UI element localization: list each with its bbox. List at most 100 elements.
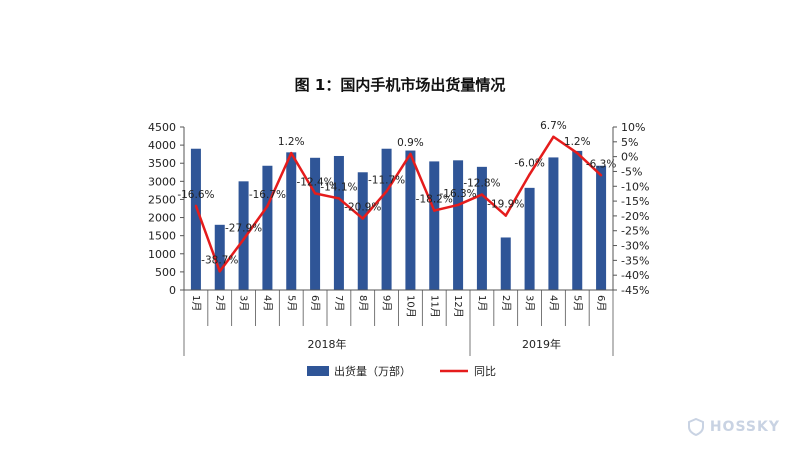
legend-line-label: 同比 xyxy=(474,365,496,378)
category-label: 3月 xyxy=(238,295,250,311)
line-point xyxy=(528,173,531,176)
point-label: -6.0% xyxy=(514,157,544,169)
category-label: 4月 xyxy=(261,295,273,311)
right-tick-label: -35% xyxy=(621,254,649,267)
category-label: 1月 xyxy=(190,295,202,311)
right-tick-label: -15% xyxy=(621,195,649,208)
bar xyxy=(310,157,321,290)
bar xyxy=(190,148,201,290)
bar xyxy=(405,150,416,290)
point-label: -14.1% xyxy=(320,181,357,193)
shield-icon xyxy=(687,418,704,436)
left-axis: 0 500 1000 1500 2000 2500 3000 3500 4000 4500 xyxy=(148,121,185,297)
bar xyxy=(262,165,273,290)
left-tick-label: 4500 xyxy=(148,121,176,134)
group-label: 2019年 xyxy=(522,337,561,351)
right-tick-label: -45% xyxy=(621,284,649,297)
line-point xyxy=(552,135,555,138)
point-label: 1.2% xyxy=(564,136,591,148)
chart-title: 图 1：国内手机市场出货量情况 xyxy=(294,76,506,94)
line-point xyxy=(576,151,579,155)
bar xyxy=(381,148,392,290)
category-label: 12月 xyxy=(452,295,464,318)
left-tick-label: 4000 xyxy=(148,139,176,152)
line-point xyxy=(385,190,388,193)
line-labels: -16.6% -38.7% -27.9% -16.7% 1.2% -12.4%-14.1%… xyxy=(177,120,616,267)
category-label: 2月 xyxy=(500,295,512,311)
line-point xyxy=(361,217,364,220)
watermark-logo: HOSSKY xyxy=(687,418,780,436)
bar xyxy=(333,155,344,290)
left-tick-label: 1500 xyxy=(148,230,176,243)
right-tick-label: -20% xyxy=(621,210,649,223)
line-point xyxy=(599,174,603,177)
line-point xyxy=(504,214,507,217)
category-label: 2月 xyxy=(214,295,226,311)
point-label: -16.6% xyxy=(177,189,214,201)
line-point xyxy=(194,204,198,208)
category-label: 10月 xyxy=(404,295,416,318)
line-series xyxy=(194,135,603,273)
bar xyxy=(357,172,368,290)
line-point xyxy=(456,203,460,207)
category-label: 11月 xyxy=(428,295,440,318)
category-label: 3月 xyxy=(524,295,536,311)
bar xyxy=(596,165,607,290)
point-label: -27.9% xyxy=(225,222,262,234)
legend-bar-swatch xyxy=(307,366,329,376)
left-tick-label: 2500 xyxy=(148,193,176,206)
point-label: 6.7% xyxy=(540,120,567,132)
category-label: 5月 xyxy=(285,295,297,311)
point-label: -38.7% xyxy=(201,254,238,266)
group-label: 2018年 xyxy=(308,337,347,351)
right-tick-label: -10% xyxy=(621,180,649,193)
right-tick-label: -25% xyxy=(621,225,649,238)
category-label: 4月 xyxy=(547,295,559,311)
point-label: -12.8% xyxy=(463,178,500,190)
bar xyxy=(524,187,535,290)
bar xyxy=(286,152,297,290)
line-point xyxy=(409,152,412,156)
right-axis: -45% -40% -35%-30% -25% -20% -15% -10% -5%0% 5% 1… xyxy=(612,121,649,297)
bar xyxy=(500,237,511,290)
bar xyxy=(214,224,225,290)
x-axis: 1月 2月 3月 4月 5月 6月 7月 8月 9月 10月 11月 12月 1月 2月 3月 4月 5月 6月 2… xyxy=(183,289,614,356)
point-label: 0.9% xyxy=(397,137,424,149)
category-label: 8月 xyxy=(357,295,369,311)
line-point xyxy=(266,204,269,208)
line-point xyxy=(218,270,221,273)
bar-series xyxy=(190,148,607,290)
legend: 出货量（万部） 同比 xyxy=(307,364,496,378)
line-point xyxy=(433,209,436,212)
point-label: -19.9% xyxy=(487,199,524,211)
left-tick-label: 0 xyxy=(169,284,176,297)
line-point xyxy=(313,192,317,195)
point-label: -16.3% xyxy=(440,188,477,200)
point-label: -6.3% xyxy=(586,158,616,170)
category-label: 6月 xyxy=(595,295,607,311)
point-label: -12.4% xyxy=(297,176,334,188)
category-label: 7月 xyxy=(333,295,345,311)
bar xyxy=(572,150,583,290)
left-tick-label: 3000 xyxy=(148,175,176,188)
line-point xyxy=(337,197,341,200)
left-tick-label: 2000 xyxy=(148,212,176,225)
bar xyxy=(453,160,464,290)
bar xyxy=(238,181,249,290)
category-label: 5月 xyxy=(571,295,583,311)
right-tick-label: -5% xyxy=(621,165,642,178)
point-label: -20.9% xyxy=(344,202,381,214)
right-tick-label: 0% xyxy=(621,151,638,164)
legend-bar-label: 出货量（万部） xyxy=(334,364,411,378)
right-tick-label: -40% xyxy=(621,269,649,282)
category-label: 1月 xyxy=(476,295,488,311)
bar xyxy=(548,157,559,290)
left-tick-label: 500 xyxy=(155,266,176,279)
right-tick-label: 5% xyxy=(621,136,638,149)
point-label: 1.2% xyxy=(278,136,305,148)
line-point xyxy=(290,151,293,155)
left-tick-label: 3500 xyxy=(148,157,176,170)
yoy-line xyxy=(194,135,602,273)
point-label: -18.2% xyxy=(416,194,453,206)
